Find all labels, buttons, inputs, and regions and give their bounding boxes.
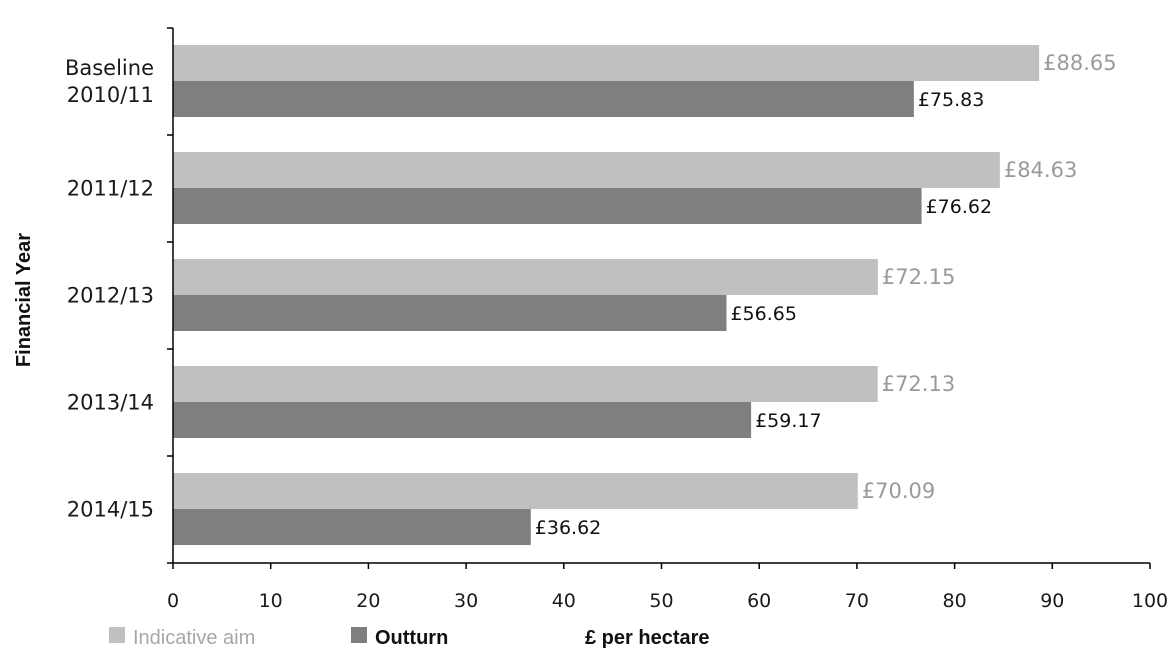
x-tick-label-0: 0 [167,590,179,612]
x-tick-label-8: 80 [943,590,967,612]
y-axis-title: Financial Year [13,233,35,367]
value-label-indicative-aim-0: £88.65 [1043,51,1116,75]
bar-indicative-aim-1 [173,152,1000,188]
category-label-0-line-1: 2010/11 [67,83,154,107]
y-axis: Baseline 2010/11 2011/12 2012/13 2013/14 2014… [65,27,174,564]
x-tick-label-4: 40 [552,590,576,612]
x-tick-label-3: 30 [454,590,478,612]
value-label-indicative-aim-4: £70.09 [862,479,935,503]
value-label-outturn-3: £59.17 [755,410,821,432]
x-tick-label-10: 100 [1132,590,1168,612]
bar-outturn-3 [173,402,752,438]
legend-swatch-outturn [351,627,367,643]
bar-outturn-4 [173,509,531,545]
value-label-outturn-4: £36.62 [535,517,601,539]
bar-indicative-aim-2 [173,259,878,295]
value-labels-group: £88.65 £75.83 £84.63 £76.62 £72.15 £56.65 £72.… [535,51,1117,539]
bar-indicative-aim-3 [173,366,878,402]
legend-swatch-indicative-aim [109,627,125,643]
x-tick-label-7: 70 [845,590,869,612]
legend-label-outturn: Outturn [375,627,448,649]
bar-outturn-1 [173,188,922,224]
value-label-outturn-2: £56.65 [730,303,796,325]
value-label-outturn-0: £75.83 [918,89,984,111]
bar-outturn-2 [173,295,727,331]
x-tick-label-1: 10 [259,590,283,612]
category-label-0-line-0: Baseline [65,56,154,80]
legend-label-indicative-aim: Indicative aim [133,627,255,649]
bars-group [173,45,1040,545]
x-axis-title: £ per hectare [585,627,710,649]
value-label-indicative-aim-1: £84.63 [1004,158,1077,182]
bar-outturn-0 [173,81,914,117]
x-tick-label-5: 50 [649,590,673,612]
x-tick-label-9: 90 [1040,590,1064,612]
x-tick-label-2: 20 [356,590,380,612]
value-label-outturn-1: £76.62 [926,196,992,218]
category-label-1: 2011/12 [67,177,154,201]
category-label-4: 2014/15 [67,498,154,522]
bar-indicative-aim-4 [173,473,858,509]
category-label-2: 2012/13 [67,284,154,308]
value-label-indicative-aim-3: £72.13 [882,372,955,396]
legend: Indicative aim Outturn [109,627,448,649]
category-label-3: 2013/14 [67,391,154,415]
value-label-indicative-aim-2: £72.15 [882,265,955,289]
bar-indicative-aim-0 [173,45,1040,81]
x-tick-label-6: 60 [747,590,771,612]
x-axis: 0 10 20 30 40 50 60 70 80 90 100 [167,562,1168,612]
